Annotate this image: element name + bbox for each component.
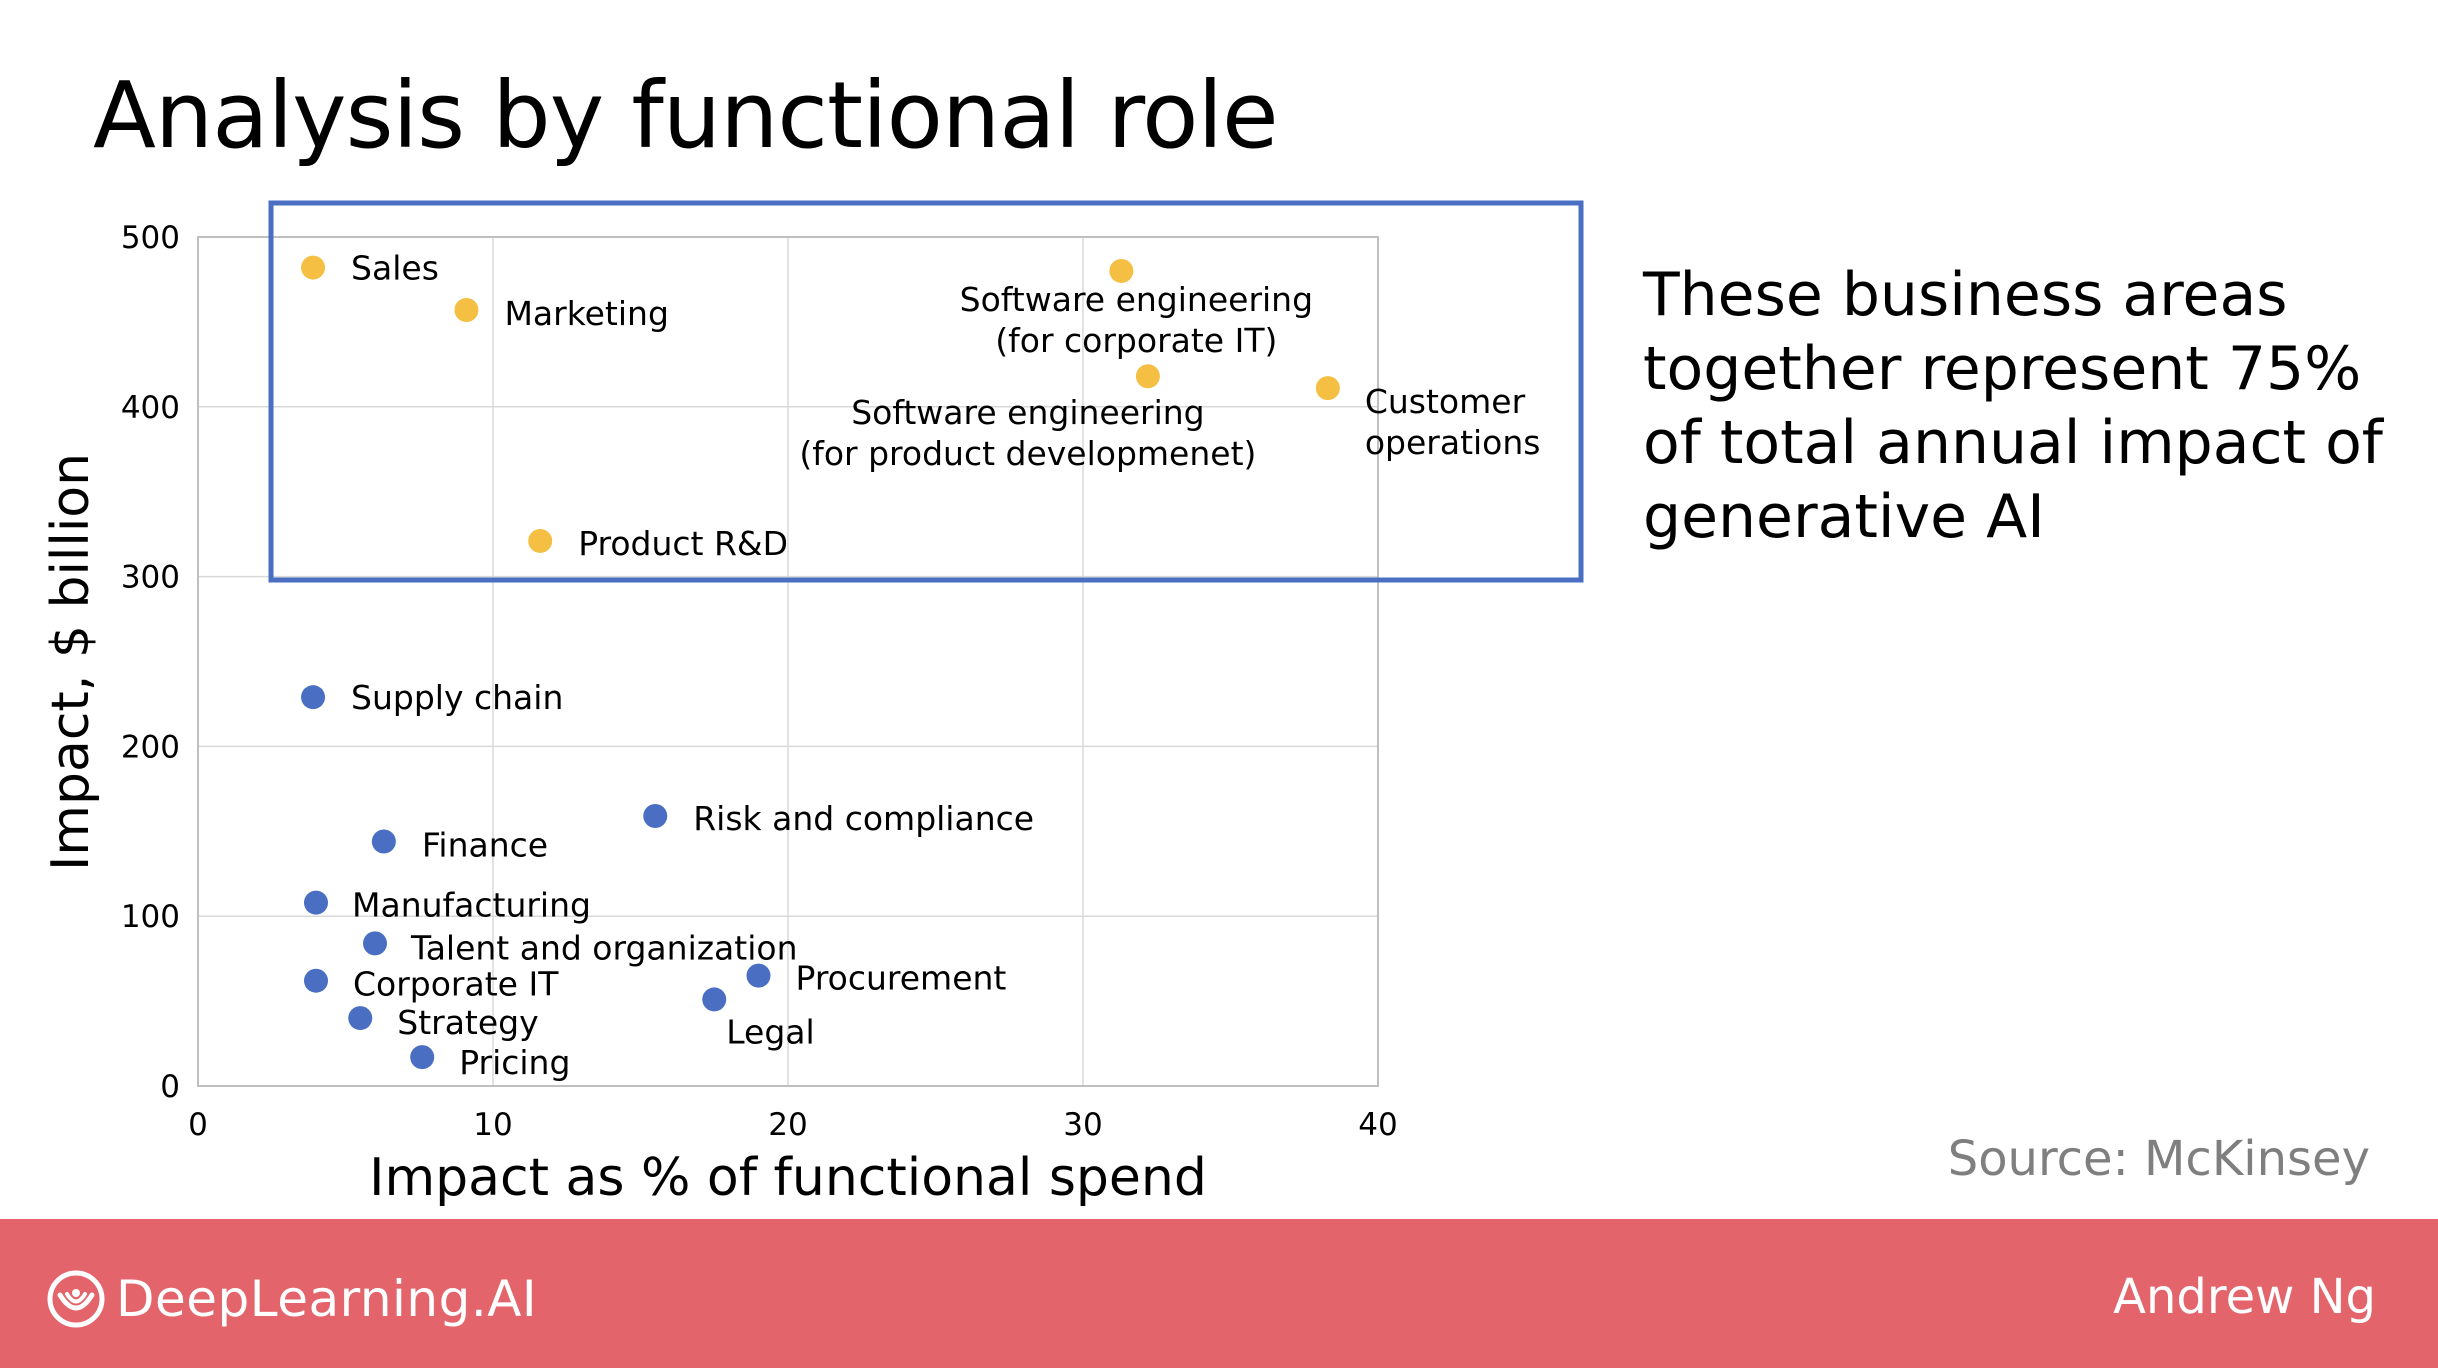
y-tick-label: 100 xyxy=(121,899,180,935)
data-label: Product R&D xyxy=(578,524,788,563)
data-point xyxy=(643,804,668,829)
data-label: Procurement xyxy=(796,959,1007,998)
data-point xyxy=(1109,258,1134,283)
data-label: Sales xyxy=(351,249,439,288)
data-label: (for corporate IT) xyxy=(995,321,1277,360)
data-label: Customer xyxy=(1365,382,1526,421)
plot-frame xyxy=(197,236,1379,1087)
data-point xyxy=(1135,364,1160,389)
data-label: Software engineering xyxy=(960,280,1313,319)
x-tick-label: 0 xyxy=(188,1107,208,1143)
author-name: Andrew Ng xyxy=(2113,1269,2376,1325)
data-point xyxy=(528,528,553,553)
data-label: Talent and organization xyxy=(410,928,798,967)
y-tick-label: 0 xyxy=(160,1069,180,1105)
callout-text: These business areas together represent … xyxy=(1643,260,2383,552)
data-point xyxy=(301,255,326,280)
data-label: Pricing xyxy=(459,1043,570,1082)
data-label: Finance xyxy=(422,825,548,864)
y-tick-label: 500 xyxy=(121,220,180,256)
x-tick-label: 40 xyxy=(1358,1107,1397,1143)
data-point xyxy=(746,963,771,988)
data-label: Corporate IT xyxy=(353,965,559,1004)
data-point xyxy=(301,685,326,710)
data-label: (for product developmenet) xyxy=(799,434,1256,473)
data-label: Software engineering xyxy=(851,393,1204,432)
data-label: Legal xyxy=(726,1012,814,1051)
data-label: Risk and compliance xyxy=(693,799,1034,838)
page-title: Analysis by functional role xyxy=(93,62,1279,169)
brand-name: DeepLearning.AI xyxy=(116,1270,538,1328)
x-axis-title: Impact as % of functional spend xyxy=(369,1148,1207,1208)
data-point xyxy=(363,931,387,956)
y-axis-title: Impact, $ billion xyxy=(41,453,101,871)
data-point xyxy=(304,968,328,993)
data-point xyxy=(454,298,479,323)
x-tick-label: 20 xyxy=(768,1107,807,1143)
highlight-box xyxy=(268,200,1584,583)
data-point xyxy=(702,987,727,1012)
data-point xyxy=(304,890,328,915)
data-point xyxy=(348,1006,373,1031)
data-label: Manufacturing xyxy=(352,886,591,925)
data-point xyxy=(410,1045,435,1070)
x-tick-label: 10 xyxy=(473,1107,512,1143)
y-tick-label: 200 xyxy=(121,729,180,765)
source-note: Source: McKinsey xyxy=(1947,1131,2370,1187)
data-label: Strategy xyxy=(397,1003,538,1042)
data-label: operations xyxy=(1365,423,1541,462)
data-point xyxy=(1315,376,1340,401)
deeplearning-logo-icon xyxy=(47,1270,105,1328)
data-point xyxy=(371,829,396,854)
y-tick-label: 400 xyxy=(121,390,180,426)
brand-logo[interactable]: DeepLearning.AI xyxy=(46,1269,537,1329)
data-label: Supply chain xyxy=(351,678,563,717)
data-label: Marketing xyxy=(504,294,668,333)
footer-bar: DeepLearning.AI Andrew Ng xyxy=(0,1219,2438,1368)
y-tick-label: 300 xyxy=(121,560,180,596)
x-tick-label: 30 xyxy=(1063,1107,1102,1143)
